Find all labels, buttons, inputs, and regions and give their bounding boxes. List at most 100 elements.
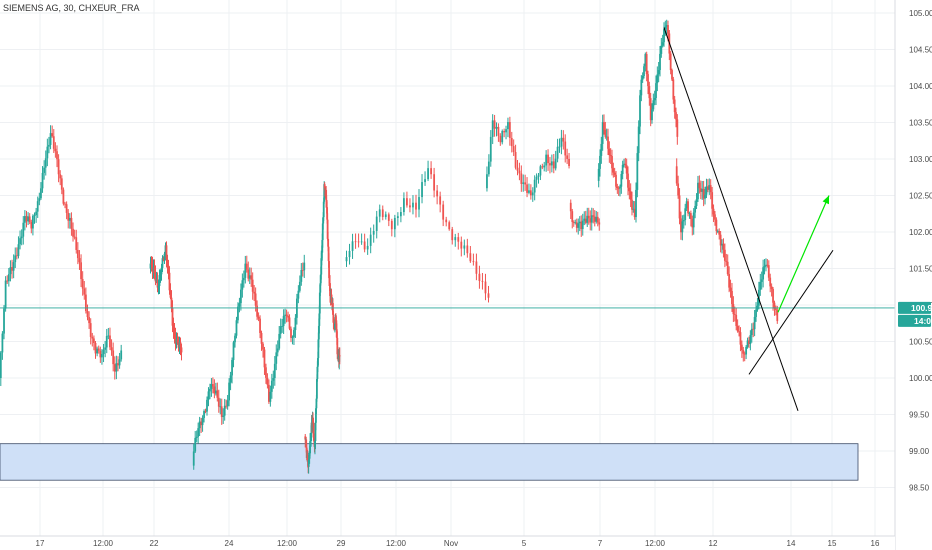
candle-body	[644, 54, 647, 67]
candle-body	[722, 243, 725, 250]
candle-body	[581, 220, 584, 230]
candle-body	[309, 441, 312, 454]
candle-body	[694, 205, 697, 213]
candle-body	[11, 267, 13, 271]
candle-body	[587, 215, 590, 219]
candle-body	[94, 342, 97, 354]
candle-body	[23, 216, 26, 223]
candle-body	[728, 274, 731, 288]
candle-body	[242, 277, 245, 281]
y-tick-label: 101.50	[909, 265, 932, 274]
candle-body	[554, 158, 557, 169]
trendline-down	[663, 27, 799, 412]
candle-body	[665, 25, 668, 27]
candle-body	[3, 308, 5, 334]
candle-body	[68, 217, 71, 221]
candle-body	[632, 208, 635, 210]
candle-body	[721, 243, 723, 246]
candle-body	[708, 185, 711, 190]
x-tick-label: Nov	[444, 539, 458, 548]
candle-body	[649, 98, 652, 121]
candle-body	[645, 54, 648, 75]
candle-body	[297, 290, 300, 299]
candle-body	[637, 126, 640, 154]
x-tick-label: 7	[598, 539, 603, 548]
candle-body	[740, 344, 743, 351]
candle-body	[206, 399, 208, 412]
candle-body	[545, 154, 548, 166]
candle-body	[328, 261, 330, 279]
candle-body	[154, 273, 157, 282]
candle-body	[259, 318, 261, 334]
candle-body	[651, 109, 653, 121]
candle-body	[209, 388, 211, 392]
candle-body	[93, 338, 95, 343]
candle-body	[522, 182, 525, 184]
candle-body	[28, 216, 31, 223]
candle-body	[238, 303, 241, 307]
candle-body	[698, 182, 701, 189]
candle-body	[430, 168, 432, 175]
candle-body	[167, 265, 170, 273]
candle-body	[336, 337, 339, 355]
candle-body	[439, 196, 442, 205]
candle-body	[17, 244, 20, 257]
candle-body	[316, 378, 318, 399]
candle-body	[158, 275, 161, 287]
candle-body	[192, 451, 195, 466]
candle-body	[160, 267, 163, 275]
candle-body	[535, 176, 538, 180]
candle-body	[664, 26, 667, 30]
candle-body	[749, 334, 752, 345]
candle-body	[222, 415, 225, 417]
candle-body	[270, 380, 273, 392]
candle-body	[46, 146, 49, 159]
candle-body	[598, 222, 601, 225]
candle-body	[235, 320, 238, 336]
candle-body	[537, 175, 540, 177]
candle-body	[507, 122, 509, 130]
candle-body	[742, 350, 745, 354]
candle-body	[738, 331, 740, 333]
candle-body	[736, 325, 739, 332]
price-axis[interactable]: 98.5099.0099.50100.00100.50101.00101.501…	[894, 0, 932, 550]
candle-body	[288, 317, 291, 329]
candle-body	[769, 277, 772, 287]
x-tick-label: 16	[871, 539, 880, 548]
y-tick-label: 104.50	[909, 46, 932, 55]
candle-body	[239, 289, 242, 304]
candle-body	[170, 297, 173, 309]
candle-body	[543, 165, 546, 168]
candle-body	[731, 290, 733, 305]
time-axis[interactable]: 17 12:00 22 24 12:00 29 12:00 Nov 5 7 12:00 12 14 15 1…	[0, 535, 895, 550]
candle-body	[226, 400, 229, 407]
candle-body	[81, 279, 84, 289]
candle-body	[291, 337, 294, 338]
candle-body	[501, 131, 504, 143]
candle-body	[652, 100, 655, 110]
candle-body	[157, 286, 160, 288]
demand-zone[interactable]	[0, 443, 859, 481]
countdown-label: 14:07	[914, 316, 932, 326]
candle-body	[156, 279, 159, 288]
candle-body	[765, 264, 767, 267]
candle-body	[276, 348, 279, 353]
y-tick-label: 104.00	[909, 82, 932, 91]
candle-body	[197, 428, 200, 437]
candle-body	[279, 326, 282, 334]
candle-body	[257, 316, 260, 319]
candle-body	[317, 339, 320, 359]
candle-body	[67, 212, 70, 221]
y-tick-label: 100.50	[909, 338, 932, 347]
candle-body	[88, 317, 90, 324]
candle-body	[76, 249, 79, 259]
candle-body	[655, 83, 657, 99]
candle-body	[753, 316, 756, 330]
drawings[interactable]	[663, 27, 834, 412]
candle-body	[272, 378, 275, 381]
candle-body	[709, 185, 712, 193]
candle-body	[96, 348, 99, 354]
candle-body	[493, 120, 496, 129]
candle-body	[617, 187, 620, 189]
